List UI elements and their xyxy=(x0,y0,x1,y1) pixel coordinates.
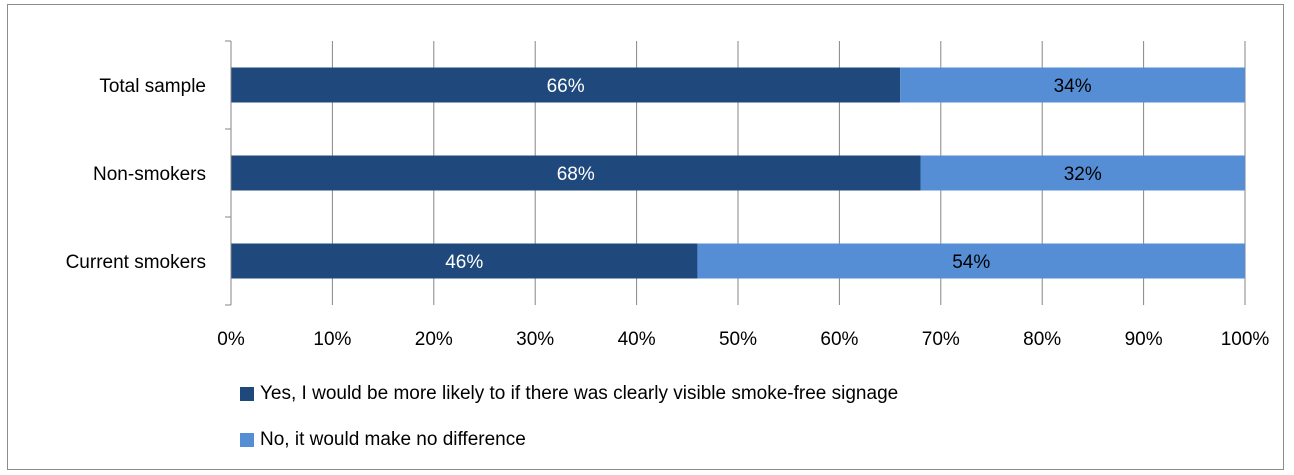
bar-segment xyxy=(697,243,1245,279)
x-tick-labels: 0% 10% 20% 30% 40% 50% 60% 70% 80% 90% 100% xyxy=(217,329,1269,350)
data-label: 32% xyxy=(1064,164,1102,185)
data-label: 66% xyxy=(547,76,585,97)
x-tick-label: 40% xyxy=(618,329,656,350)
x-tick-label: 50% xyxy=(719,329,757,350)
legend-item-yes: Yes, I would be more likely to if there … xyxy=(240,382,898,406)
category-label: Non-smokers xyxy=(93,164,206,185)
data-label: 54% xyxy=(952,252,990,273)
data-label: 46% xyxy=(445,252,483,273)
category-label: Current smokers xyxy=(66,252,206,273)
x-tick-label: 10% xyxy=(313,329,351,350)
chart-plot: Total sample Non-smokers Current smokers 0… xyxy=(66,40,1269,350)
data-labels: 66% 34% 68% 32% 46% 54% xyxy=(445,76,1102,273)
bar-segment xyxy=(231,155,921,191)
legend-swatch-no xyxy=(240,433,254,447)
x-tick-label: 0% xyxy=(217,329,245,350)
bar-segment xyxy=(920,155,1245,191)
bar-segment xyxy=(231,67,901,103)
category-label: Total sample xyxy=(99,76,206,97)
legend-label-no: No, it would make no difference xyxy=(260,429,526,450)
x-tick-label: 70% xyxy=(922,329,960,350)
legend: Yes, I would be more likely to if there … xyxy=(240,382,898,474)
legend-label-yes: Yes, I would be more likely to if there … xyxy=(260,383,899,404)
bar-segment xyxy=(900,67,1245,103)
x-tick-label: 20% xyxy=(415,329,453,350)
bars xyxy=(231,67,1245,279)
data-label: 34% xyxy=(1054,76,1092,97)
x-tick-label: 100% xyxy=(1221,329,1270,350)
x-tick-label: 80% xyxy=(1023,329,1061,350)
x-tick-label: 30% xyxy=(516,329,554,350)
x-tick-label: 60% xyxy=(820,329,858,350)
x-tick-label: 90% xyxy=(1125,329,1163,350)
data-label: 68% xyxy=(557,164,595,185)
category-axis xyxy=(225,40,232,306)
bar-segment xyxy=(231,243,698,279)
category-labels: Total sample Non-smokers Current smokers xyxy=(66,76,206,273)
legend-swatch-yes xyxy=(240,387,254,401)
legend-item-no: No, it would make no difference xyxy=(240,428,898,452)
